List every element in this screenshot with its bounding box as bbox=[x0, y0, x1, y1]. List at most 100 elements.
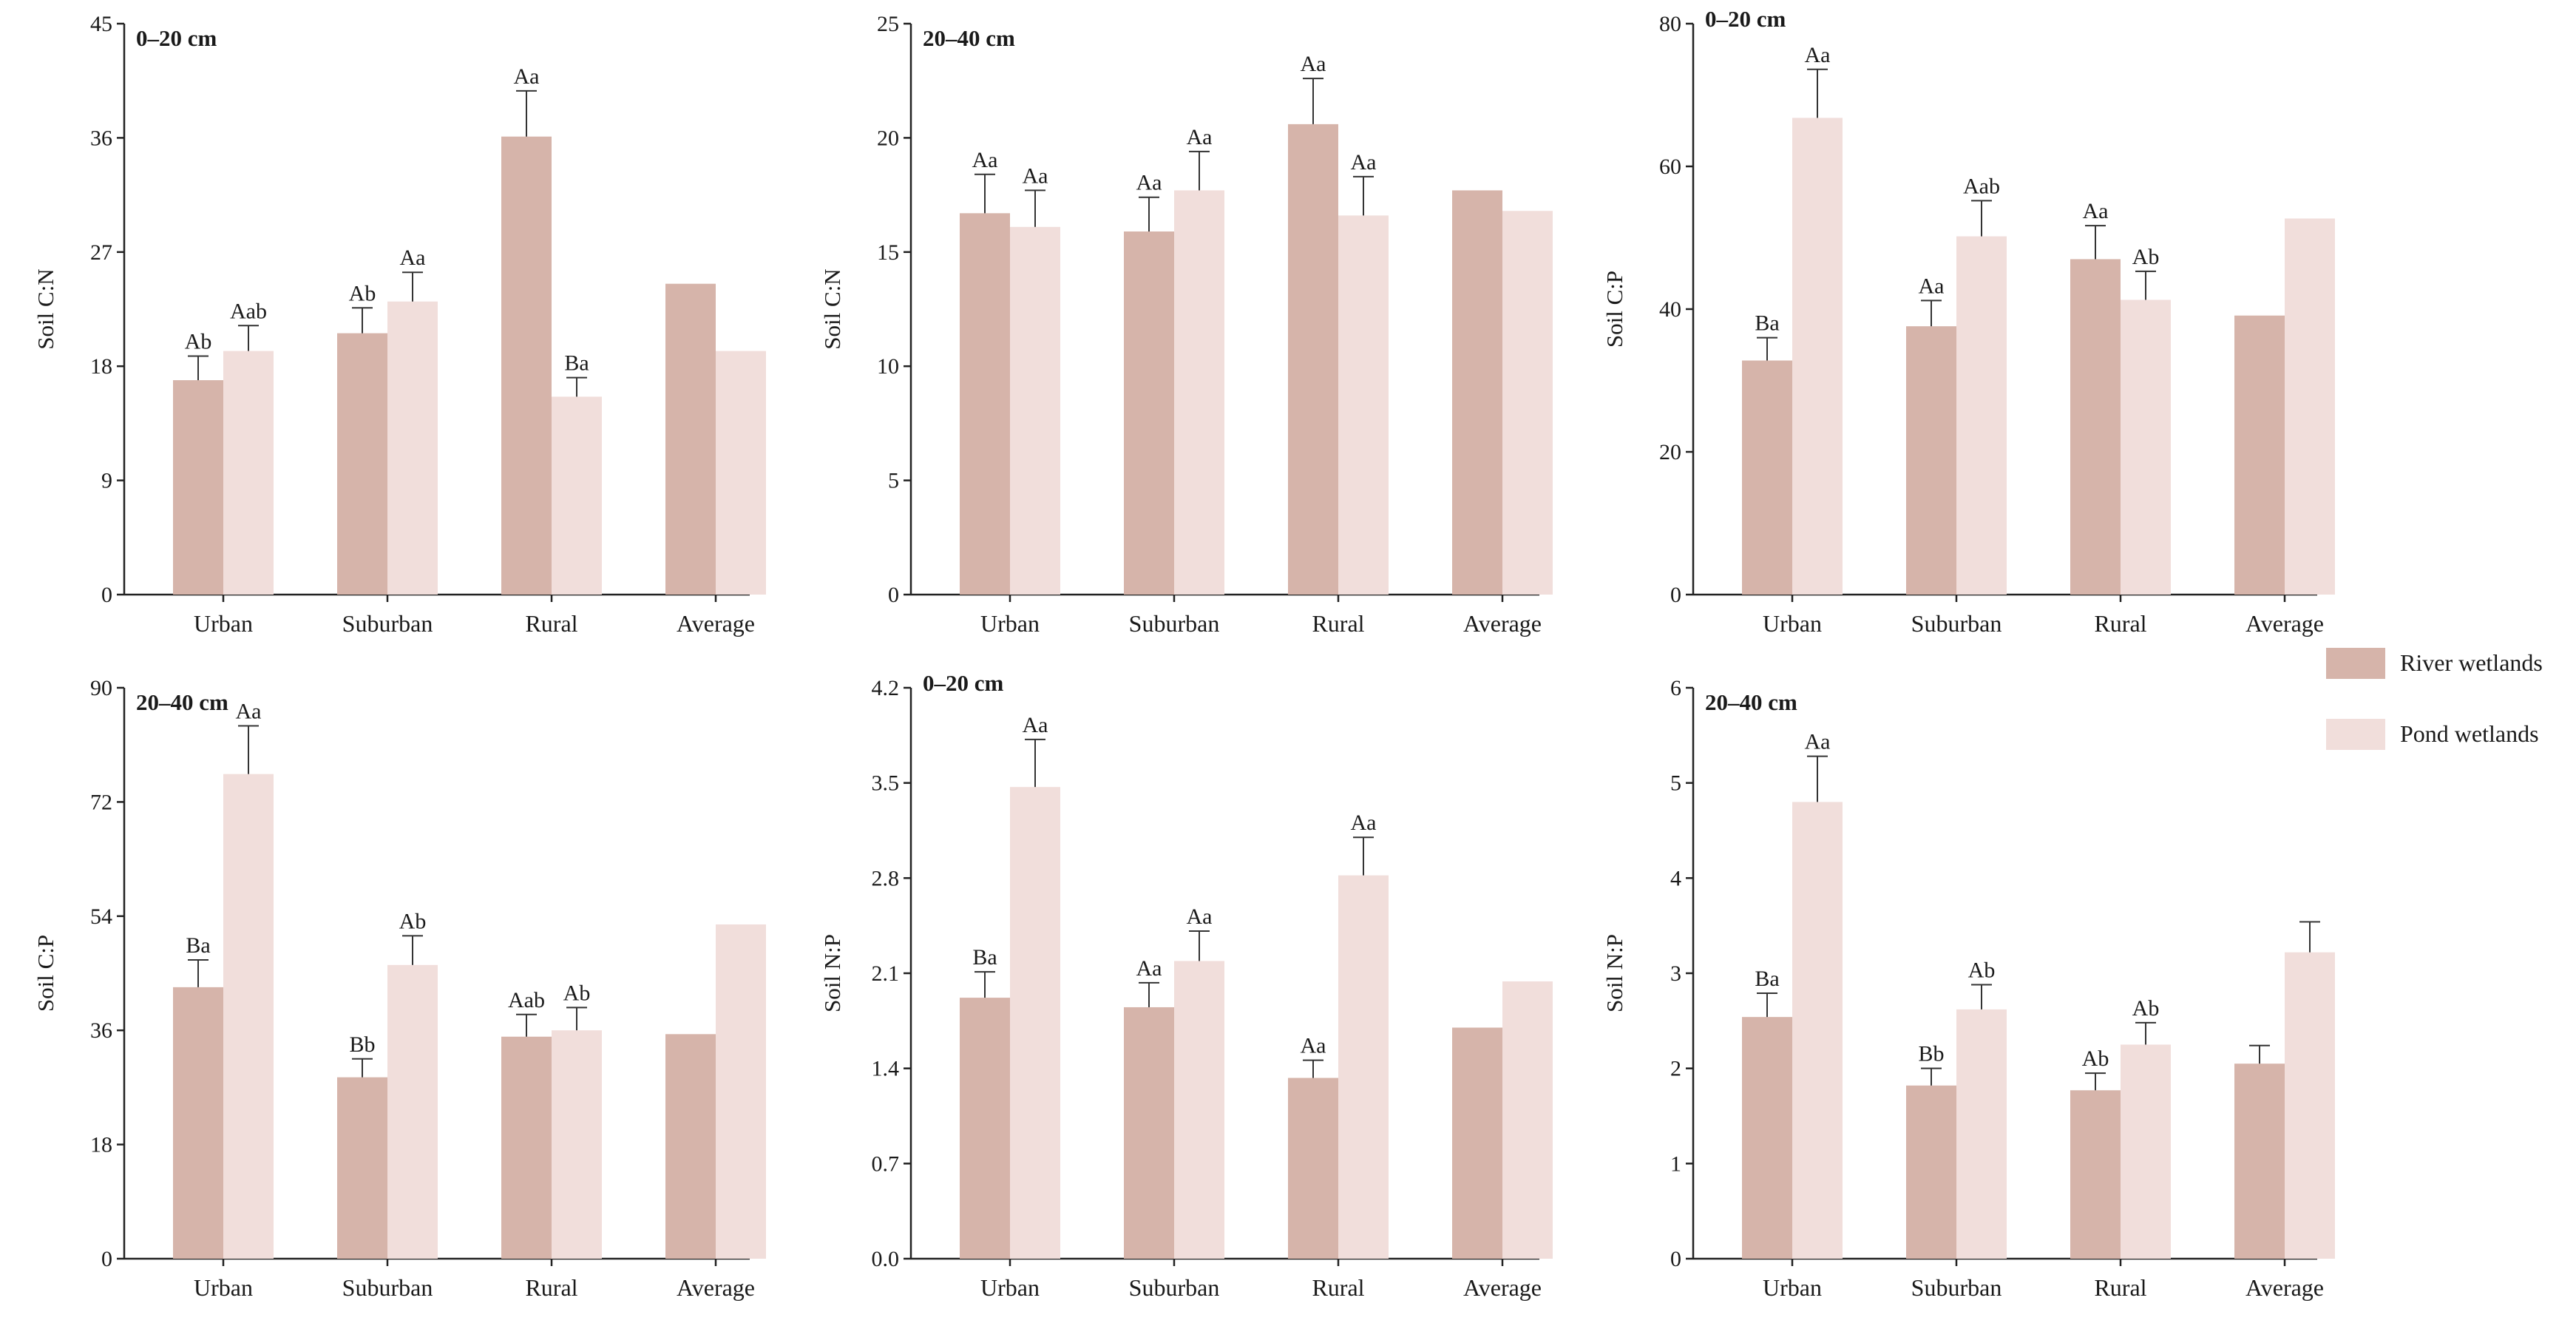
significance-label: Ba bbox=[564, 351, 589, 376]
significance-label: Aa bbox=[1805, 43, 1831, 67]
panel-title: 0–20 cm bbox=[1705, 6, 1786, 32]
significance-label: Ab bbox=[349, 281, 376, 305]
significance-label: Aab bbox=[1963, 174, 2000, 198]
y-tick-label: 0.0 bbox=[872, 1247, 900, 1271]
pond-bar bbox=[2285, 952, 2335, 1259]
y-tick-label: 15 bbox=[877, 240, 899, 265]
river-bar bbox=[960, 213, 1010, 595]
y-axis-label: Soil N:P bbox=[1601, 934, 1627, 1012]
y-tick-label: 4 bbox=[1670, 866, 1681, 890]
x-category-label: Urban bbox=[194, 1274, 253, 1301]
river-bar bbox=[2070, 259, 2121, 595]
panel-title: 20–40 cm bbox=[136, 689, 228, 715]
chart-panel-3: 0 20 40 60 80 Soil C:P 0–20 cm Urban Ba Aa Suburba… bbox=[1601, 6, 2335, 637]
x-category-label: Rural bbox=[1312, 1274, 1364, 1301]
x-category-label: Suburban bbox=[1911, 610, 2002, 637]
significance-label: Aa bbox=[1919, 274, 1945, 298]
y-tick-label: 3 bbox=[1670, 961, 1681, 986]
legend-swatch bbox=[2326, 648, 2385, 679]
pond-bar bbox=[387, 964, 438, 1259]
significance-label: Aa bbox=[400, 246, 426, 270]
x-category-label: Urban bbox=[194, 610, 253, 637]
legend-label: River wetlands bbox=[2400, 649, 2543, 676]
y-tick-label: 1 bbox=[1670, 1151, 1681, 1176]
x-category-label: Suburban bbox=[342, 610, 433, 637]
y-tick-label: 9 bbox=[101, 469, 112, 493]
x-category-label: Average bbox=[677, 610, 755, 637]
significance-label: Aa bbox=[1805, 730, 1831, 754]
river-bar bbox=[1124, 1007, 1174, 1259]
pond-bar bbox=[1010, 787, 1060, 1259]
y-tick-label: 6 bbox=[1670, 676, 1681, 700]
river-bar bbox=[1288, 1078, 1338, 1259]
panel-title: 0–20 cm bbox=[136, 25, 217, 51]
panel-title: 20–40 cm bbox=[1705, 689, 1797, 715]
pond-bar bbox=[1792, 802, 1843, 1259]
river-bar bbox=[1288, 124, 1338, 595]
y-axis-label: Soil C:N bbox=[33, 268, 58, 349]
significance-label: Aa bbox=[236, 699, 262, 723]
y-tick-label: 25 bbox=[877, 12, 899, 36]
y-tick-label: 36 bbox=[90, 1018, 112, 1043]
river-bar bbox=[665, 1034, 716, 1259]
y-tick-label: 54 bbox=[90, 904, 112, 929]
x-category-label: Average bbox=[1463, 1274, 1542, 1301]
pond-bar bbox=[2121, 300, 2171, 595]
pond-bar bbox=[716, 351, 766, 595]
x-category-label: Rural bbox=[525, 610, 577, 637]
significance-label: Ab bbox=[2132, 996, 2160, 1021]
pond-bar bbox=[1502, 981, 1553, 1259]
x-category-label: Urban bbox=[1763, 610, 1822, 637]
y-tick-label: 4.2 bbox=[872, 676, 900, 700]
significance-label: Aa bbox=[1187, 904, 1213, 929]
significance-label: Aa bbox=[1136, 171, 1162, 195]
chart-panel-4: 0 18 36 54 72 90 Soil C:P 20–40 cm Urban Ba Aa Subu… bbox=[33, 676, 766, 1301]
pond-bar bbox=[1956, 1009, 2007, 1259]
significance-label: Bb bbox=[1918, 1042, 1944, 1066]
river-bar bbox=[960, 998, 1010, 1259]
significance-label: Ba bbox=[972, 945, 997, 970]
river-bar bbox=[1906, 326, 1956, 595]
x-category-label: Average bbox=[1463, 610, 1542, 637]
river-bar bbox=[501, 1036, 552, 1259]
y-tick-label: 0 bbox=[101, 583, 112, 607]
river-bar bbox=[1742, 1017, 1792, 1259]
significance-label: Aa bbox=[1351, 150, 1377, 175]
y-tick-label: 2 bbox=[1670, 1057, 1681, 1081]
significance-label: Aab bbox=[230, 299, 267, 323]
significance-label: Ab bbox=[399, 909, 427, 933]
legend: River wetlands Pond wetlands bbox=[2326, 648, 2543, 750]
river-bar bbox=[665, 283, 716, 595]
significance-label: Aa bbox=[1023, 163, 1048, 188]
significance-label: Ba bbox=[1755, 967, 1779, 991]
y-tick-label: 2.8 bbox=[872, 866, 900, 890]
significance-label: Aa bbox=[1023, 713, 1048, 737]
significance-label: Ab bbox=[563, 981, 591, 1005]
pond-bar bbox=[2121, 1044, 2171, 1259]
river-bar bbox=[2234, 1063, 2285, 1259]
y-tick-label: 18 bbox=[90, 1133, 112, 1157]
pond-bar bbox=[1502, 211, 1553, 595]
legend-swatch bbox=[2326, 719, 2385, 750]
y-tick-label: 40 bbox=[1659, 297, 1681, 322]
y-tick-label: 5 bbox=[1670, 771, 1681, 796]
pond-bar bbox=[223, 351, 274, 595]
x-category-label: Rural bbox=[2094, 610, 2146, 637]
y-tick-label: 0 bbox=[1670, 1247, 1681, 1271]
significance-label: Ab bbox=[1968, 958, 1996, 982]
significance-label: Aa bbox=[2083, 199, 2109, 223]
x-category-label: Suburban bbox=[342, 1274, 433, 1301]
x-category-label: Suburban bbox=[1911, 1274, 2002, 1301]
river-bar bbox=[1906, 1085, 1956, 1259]
y-axis-label: Soil C:N bbox=[819, 268, 845, 349]
significance-label: Aa bbox=[1136, 956, 1162, 981]
x-category-label: Rural bbox=[525, 1274, 577, 1301]
river-bar bbox=[1452, 1027, 1502, 1259]
y-axis-label: Soil C:P bbox=[33, 935, 58, 1012]
y-tick-label: 27 bbox=[90, 240, 112, 265]
pond-bar bbox=[1956, 236, 2007, 595]
river-bar bbox=[2234, 315, 2285, 595]
chart-panel-5: 0.0 0.7 1.4 2.1 2.8 3.5 4.2 Soil N:P 0–20 cm Urba… bbox=[819, 670, 1553, 1301]
river-bar bbox=[173, 987, 223, 1259]
